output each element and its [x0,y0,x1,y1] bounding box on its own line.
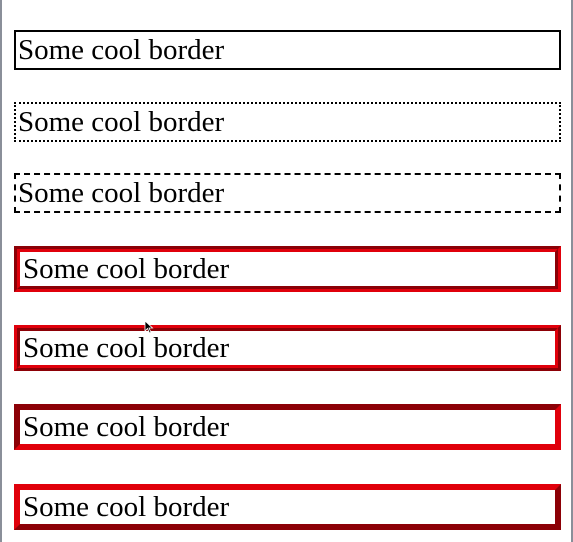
inset-border-box: Some cool border [14,404,561,450]
ridge-border-box: Some cool border [14,325,561,371]
box-label: Some cool border [23,410,230,443]
outset-border-box: Some cool border [14,484,561,530]
dotted-border-box: Some cool border [14,102,561,142]
box-label: Some cool border [18,105,225,138]
groove-border-box: Some cool border [14,246,561,292]
box-label: Some cool border [18,33,225,66]
box-label: Some cool border [23,490,230,523]
box-label: Some cool border [23,252,230,285]
box-label: Some cool border [18,176,225,209]
mouse-pointer-icon [144,320,154,334]
box-label: Some cool border [23,331,230,364]
solid-border-box: Some cool border [14,30,561,70]
dashed-border-box: Some cool border [14,173,561,213]
